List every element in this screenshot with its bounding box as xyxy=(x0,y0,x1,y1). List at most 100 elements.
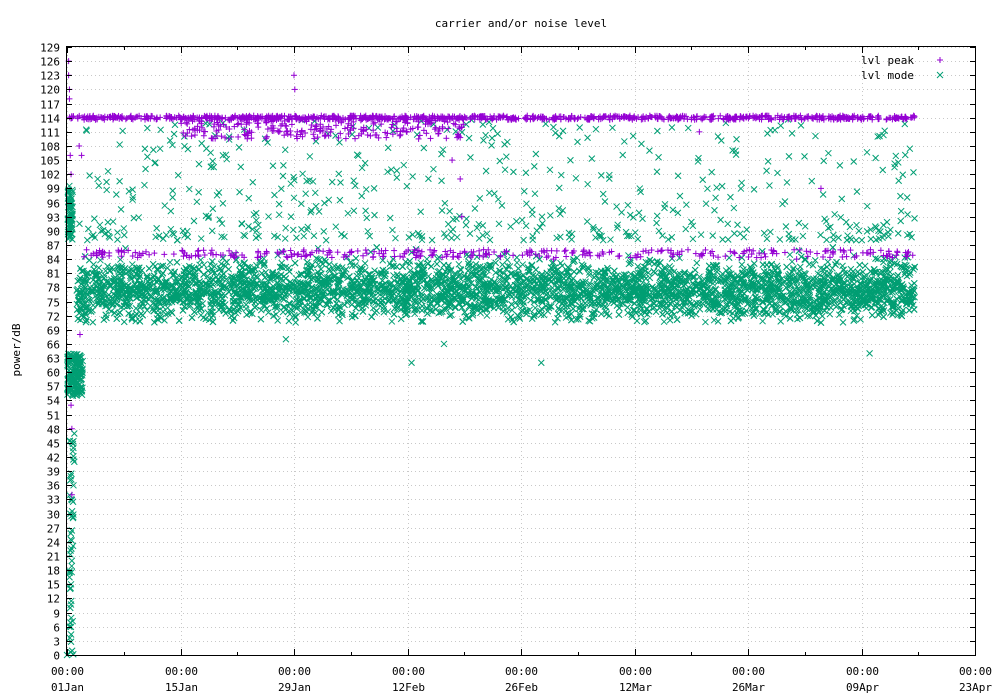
mode-point xyxy=(195,306,203,314)
mode-point xyxy=(397,315,405,323)
mode-point xyxy=(790,264,797,272)
mode-point xyxy=(380,308,388,316)
mode-point xyxy=(905,306,913,314)
mode-point xyxy=(629,306,637,314)
mode-point xyxy=(291,259,299,267)
mode-point xyxy=(270,312,277,320)
mode-point xyxy=(826,310,834,318)
mode-point xyxy=(390,310,398,318)
mode-point xyxy=(93,291,101,299)
mode-point xyxy=(844,273,851,280)
mode-point xyxy=(727,317,735,325)
mode-point xyxy=(89,318,97,326)
mode-point xyxy=(388,318,396,325)
mode-point xyxy=(125,310,133,317)
series-mode-band xyxy=(73,244,919,327)
mode-point xyxy=(679,298,687,306)
mode-point xyxy=(738,261,746,268)
mode-point xyxy=(77,265,84,272)
mode-point xyxy=(660,318,668,326)
mode-point xyxy=(759,317,766,325)
mode-point xyxy=(139,311,147,319)
mode-point xyxy=(257,315,265,323)
mode-point xyxy=(668,308,676,315)
mode-point xyxy=(314,315,321,322)
mode-point xyxy=(503,256,511,264)
mode-point xyxy=(285,317,293,325)
mode-point xyxy=(287,278,294,286)
mode-point xyxy=(116,309,124,316)
mode-point xyxy=(113,315,121,323)
mode-point xyxy=(670,311,678,318)
mode-point xyxy=(336,317,343,325)
mode-point xyxy=(531,304,539,312)
mode-point xyxy=(116,256,124,263)
grid-layer xyxy=(67,47,976,656)
mode-point xyxy=(294,279,301,287)
mode-point xyxy=(796,263,804,271)
mode-point xyxy=(166,258,174,266)
mode-point xyxy=(633,317,641,325)
mode-point xyxy=(795,307,803,314)
mode-point xyxy=(796,314,804,322)
mode-point xyxy=(175,317,183,324)
mode-point xyxy=(795,247,803,255)
mode-point xyxy=(586,279,593,287)
mode-point xyxy=(702,318,709,326)
mode-point xyxy=(120,318,128,326)
mode-point xyxy=(783,263,790,271)
mode-point xyxy=(208,258,216,265)
mode-point xyxy=(650,267,658,275)
mode-point xyxy=(687,301,695,308)
mode-point xyxy=(314,244,322,252)
chart-title: carrier and/or noise level xyxy=(435,17,607,30)
mode-point xyxy=(714,317,722,325)
mode-point xyxy=(352,254,360,262)
mode-point xyxy=(280,303,288,311)
mode-point xyxy=(74,315,82,323)
mode-point xyxy=(188,314,196,322)
mode-point xyxy=(836,311,843,319)
mode-point xyxy=(624,303,631,311)
mode-point xyxy=(538,305,546,313)
mode-point xyxy=(459,318,467,325)
mode-point xyxy=(513,259,521,267)
mode-point xyxy=(386,260,394,268)
mode-point xyxy=(868,311,876,319)
mode-point xyxy=(569,305,577,313)
mode-point xyxy=(145,265,153,272)
mode-point xyxy=(292,319,300,326)
mode-point xyxy=(515,265,522,272)
mode-point xyxy=(777,317,785,325)
mode-point xyxy=(823,263,831,271)
mode-point xyxy=(455,260,463,268)
data-layer xyxy=(63,58,919,659)
mode-point xyxy=(839,319,847,326)
mode-point xyxy=(433,260,441,268)
mode-point xyxy=(136,317,144,325)
mode-point xyxy=(371,267,378,274)
mode-point xyxy=(229,317,237,324)
mode-point xyxy=(692,310,700,318)
mode-point xyxy=(910,279,918,287)
mode-point xyxy=(329,304,337,312)
mode-point xyxy=(483,312,491,319)
mode-point xyxy=(726,265,733,272)
mode-point xyxy=(722,267,730,274)
mode-point xyxy=(279,308,287,316)
mode-point xyxy=(874,255,882,263)
mode-point xyxy=(451,303,459,311)
mode-point xyxy=(615,311,623,319)
mode-point xyxy=(334,311,342,319)
mode-point xyxy=(691,266,699,274)
mode-point xyxy=(833,258,840,266)
mode-point xyxy=(611,267,618,275)
mode-point xyxy=(286,268,293,275)
mode-point xyxy=(173,258,181,266)
mode-point xyxy=(393,271,401,278)
mode-point xyxy=(880,313,887,321)
mode-point xyxy=(95,264,103,272)
mode-point xyxy=(549,284,556,292)
mode-point xyxy=(558,262,566,270)
